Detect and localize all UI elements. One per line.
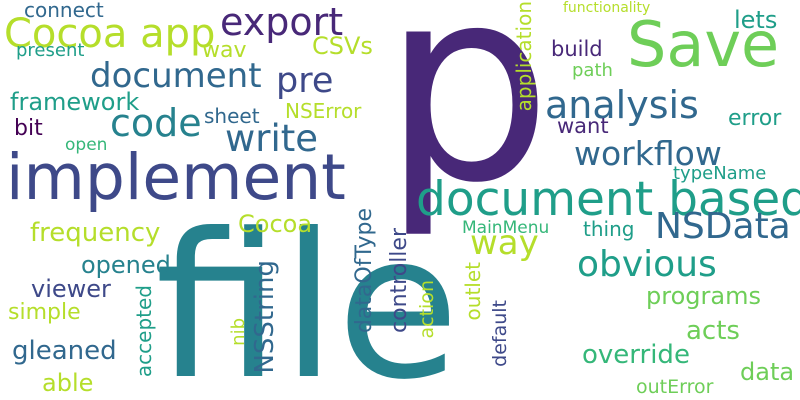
word-way: way [470, 223, 539, 263]
word-code: code [110, 101, 202, 145]
word-open: open [65, 135, 108, 155]
word-viewer: viewer [31, 275, 111, 303]
word-mainmenu: MainMenu [462, 218, 550, 238]
word-framework: framework [10, 88, 140, 116]
word-frequency: frequency [30, 218, 161, 248]
word-data: data [740, 358, 795, 386]
word-connect: connect [24, 0, 104, 22]
word-outlet: outlet [461, 262, 485, 321]
word-build: build [551, 37, 603, 61]
word-present: present [16, 40, 85, 61]
word-accepted: accepted [132, 285, 156, 378]
word-simple: simple [8, 300, 81, 325]
word-controller: controller [387, 228, 412, 333]
word-obvious: obvious [577, 244, 717, 285]
word-nib: nib [228, 318, 249, 346]
word-outerror: outError [636, 376, 714, 398]
word-action: action [416, 280, 438, 339]
word-nserror: NSError [285, 99, 362, 123]
word-csvs: CSVs [312, 32, 373, 60]
word-wav: wav [202, 38, 247, 63]
word-gleaned: gleaned [12, 336, 117, 366]
word-pre: pre [276, 61, 334, 101]
word-application: application [512, 1, 536, 112]
word-want: want [557, 114, 609, 138]
word-nsstring: NSString [250, 260, 280, 374]
word-error: error [728, 106, 782, 131]
word-thing: thing [583, 217, 635, 241]
word-implement: implement [6, 141, 346, 214]
word-analysis: analysis [545, 83, 699, 127]
word-workflow: workflow [574, 134, 722, 173]
word-cocoa: Cocoa [238, 210, 313, 238]
word-path: path [572, 60, 613, 81]
word-opened: opened [81, 251, 171, 279]
word-sheet: sheet [204, 104, 260, 128]
word-functionality: functionality [563, 0, 651, 16]
word-acts: acts [686, 316, 740, 346]
word-dataoftype: dataOfType [352, 208, 377, 334]
word-write: write [225, 117, 319, 160]
word-lets: lets [734, 6, 778, 34]
word-override: override [582, 340, 690, 370]
word-file: file [155, 191, 460, 400]
word-able: able [42, 369, 94, 397]
word-export: export [220, 0, 344, 44]
word-default: default [489, 300, 511, 367]
word-document: document [90, 56, 262, 96]
word-programs: programs [646, 282, 761, 310]
word-nsdata: NSData [655, 206, 791, 247]
word-typename: typeName [673, 163, 767, 184]
word-cocoa-app: Cocoa app [4, 11, 216, 57]
word-save: Save [627, 8, 780, 81]
word-p: p [382, 0, 553, 242]
word-document-based: document based [416, 172, 800, 227]
word-bit: bit [14, 116, 43, 141]
